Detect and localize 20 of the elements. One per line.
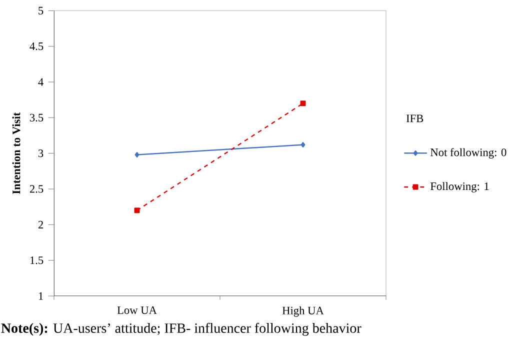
legend-label: Following: 1 — [430, 182, 489, 192]
x-tick-label: Low UA — [117, 306, 157, 314]
point — [134, 208, 140, 213]
y-tick-label: 1.5 — [30, 256, 44, 264]
y-tick-label: 3 — [38, 149, 44, 157]
y-tick-label: 3.5 — [30, 114, 44, 122]
y-tick-label: 5 — [38, 6, 44, 14]
text: Note(s): UA-users’ attitude; IFB- influencer following behavior — [1, 322, 362, 336]
y-tick-label: 4 — [38, 78, 44, 86]
legend-label: Not following: 0 — [430, 148, 506, 158]
point — [134, 152, 140, 158]
y-tick-label: 2 — [38, 220, 43, 228]
y-axis-title: Intention to Visit — [12, 112, 20, 194]
point — [300, 142, 306, 148]
point — [300, 100, 306, 106]
legend-title: IFB — [406, 114, 424, 122]
x-tick-label: High UA — [282, 306, 324, 317]
y-tick-label: 4.5 — [30, 42, 44, 50]
y-tick-label: 2.5 — [30, 185, 44, 193]
y-tick-label: 1 — [38, 292, 43, 300]
